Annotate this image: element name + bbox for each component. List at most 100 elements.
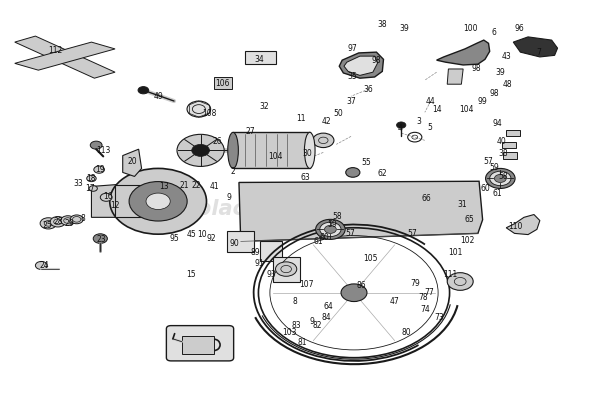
Text: 10: 10 bbox=[197, 230, 206, 239]
Circle shape bbox=[50, 217, 65, 227]
Text: 9: 9 bbox=[227, 193, 231, 202]
Text: 73: 73 bbox=[435, 314, 444, 322]
Text: 13: 13 bbox=[159, 182, 169, 191]
Circle shape bbox=[316, 219, 345, 239]
Bar bbox=[115, 185, 153, 217]
Circle shape bbox=[87, 175, 96, 182]
Text: 19: 19 bbox=[96, 165, 105, 174]
Text: 101: 101 bbox=[448, 248, 463, 257]
Circle shape bbox=[93, 234, 107, 243]
Circle shape bbox=[276, 262, 297, 276]
Text: 83: 83 bbox=[292, 321, 301, 330]
Polygon shape bbox=[339, 52, 384, 78]
Text: 78: 78 bbox=[419, 293, 428, 302]
Text: 44: 44 bbox=[426, 97, 435, 105]
Text: 65: 65 bbox=[464, 215, 474, 224]
Text: 41: 41 bbox=[209, 182, 219, 191]
Text: 28: 28 bbox=[53, 217, 63, 226]
Circle shape bbox=[70, 215, 83, 224]
Text: 37: 37 bbox=[346, 97, 356, 105]
Polygon shape bbox=[123, 149, 142, 176]
Text: 50: 50 bbox=[333, 109, 343, 118]
Text: 42: 42 bbox=[322, 117, 331, 126]
Text: 25: 25 bbox=[42, 221, 52, 230]
Text: 11: 11 bbox=[296, 114, 306, 123]
Text: 57: 57 bbox=[345, 229, 355, 238]
Circle shape bbox=[110, 168, 206, 234]
Text: 35: 35 bbox=[348, 73, 357, 81]
Text: 112: 112 bbox=[48, 46, 62, 55]
FancyBboxPatch shape bbox=[166, 326, 234, 361]
Text: 98: 98 bbox=[489, 89, 499, 97]
Text: 74: 74 bbox=[420, 306, 430, 314]
Text: 64: 64 bbox=[323, 302, 333, 311]
Bar bbox=[502, 142, 516, 148]
Text: 47: 47 bbox=[389, 297, 399, 306]
Circle shape bbox=[341, 284, 367, 302]
Circle shape bbox=[346, 168, 360, 177]
Circle shape bbox=[187, 101, 211, 117]
Text: 99: 99 bbox=[477, 97, 487, 105]
Text: 6: 6 bbox=[492, 28, 497, 37]
Polygon shape bbox=[91, 184, 118, 217]
Circle shape bbox=[94, 166, 104, 173]
Text: 9: 9 bbox=[309, 317, 314, 326]
Text: 108: 108 bbox=[202, 109, 217, 117]
Bar bbox=[503, 152, 517, 159]
Text: 2: 2 bbox=[231, 167, 235, 176]
Text: 81: 81 bbox=[298, 338, 307, 346]
Text: 57: 57 bbox=[483, 157, 493, 166]
Circle shape bbox=[486, 168, 515, 188]
Circle shape bbox=[490, 171, 511, 186]
Bar bbox=[245, 51, 276, 64]
Text: 84: 84 bbox=[322, 313, 331, 322]
Text: 26: 26 bbox=[212, 137, 222, 146]
Text: 30: 30 bbox=[302, 149, 312, 158]
Text: 48: 48 bbox=[503, 80, 512, 89]
Text: 8: 8 bbox=[80, 214, 85, 223]
Text: 40: 40 bbox=[497, 137, 506, 146]
Text: 5: 5 bbox=[427, 123, 432, 132]
Polygon shape bbox=[15, 42, 115, 70]
Text: 39: 39 bbox=[496, 69, 505, 77]
Bar bbox=[182, 336, 214, 354]
Circle shape bbox=[320, 222, 341, 237]
Text: 95: 95 bbox=[169, 234, 179, 243]
Text: 29: 29 bbox=[64, 219, 74, 228]
Text: 107: 107 bbox=[300, 280, 314, 289]
Text: 104: 104 bbox=[268, 152, 283, 161]
Text: 100: 100 bbox=[464, 24, 478, 33]
Text: 14: 14 bbox=[432, 105, 441, 113]
Polygon shape bbox=[513, 37, 558, 57]
Text: 34: 34 bbox=[255, 55, 264, 64]
Text: 27: 27 bbox=[246, 127, 255, 136]
Text: 110: 110 bbox=[508, 222, 522, 231]
Circle shape bbox=[129, 182, 187, 221]
Text: 59: 59 bbox=[490, 163, 499, 172]
Text: 43: 43 bbox=[502, 53, 511, 61]
Text: 7: 7 bbox=[536, 49, 541, 57]
Polygon shape bbox=[214, 77, 232, 89]
Text: 82: 82 bbox=[312, 321, 322, 330]
Circle shape bbox=[100, 193, 112, 201]
Bar bbox=[227, 231, 254, 252]
Text: 104: 104 bbox=[459, 105, 473, 114]
Text: 20: 20 bbox=[128, 157, 137, 166]
Text: 66: 66 bbox=[421, 194, 431, 203]
Circle shape bbox=[61, 216, 75, 225]
Circle shape bbox=[494, 174, 506, 182]
Text: 113: 113 bbox=[96, 146, 110, 155]
Text: 32: 32 bbox=[260, 102, 269, 111]
Text: eReplacementParts.com: eReplacementParts.com bbox=[153, 198, 437, 219]
Text: 92: 92 bbox=[206, 234, 216, 243]
Polygon shape bbox=[15, 36, 115, 78]
Circle shape bbox=[313, 133, 334, 148]
Circle shape bbox=[90, 141, 102, 149]
Text: 21: 21 bbox=[180, 181, 189, 190]
Bar bbox=[260, 241, 282, 261]
Text: 38: 38 bbox=[499, 149, 508, 158]
Text: 79: 79 bbox=[410, 279, 419, 288]
Circle shape bbox=[146, 193, 171, 209]
Circle shape bbox=[138, 87, 149, 94]
Text: 61: 61 bbox=[314, 237, 323, 246]
